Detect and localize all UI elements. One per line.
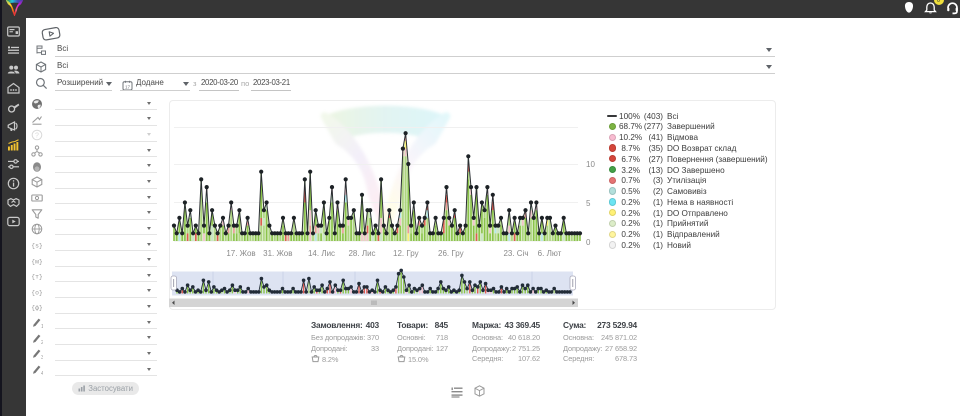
svg-text:1: 1 <box>41 324 43 329</box>
svg-text:3: 3 <box>41 355 43 360</box>
svg-text:17: 17 <box>125 84 131 89</box>
svg-text:{т}: {т} <box>31 274 43 281</box>
svg-text:2: 2 <box>41 340 43 345</box>
svg-text:?: ? <box>35 133 39 140</box>
svg-text:{о}: {о} <box>31 289 43 296</box>
svg-text:{м}: {м} <box>31 258 43 265</box>
svg-text:4: 4 <box>41 371 43 376</box>
svg-text:{ф}: {ф} <box>31 305 43 312</box>
svg-text:{s}: {s} <box>31 242 43 249</box>
